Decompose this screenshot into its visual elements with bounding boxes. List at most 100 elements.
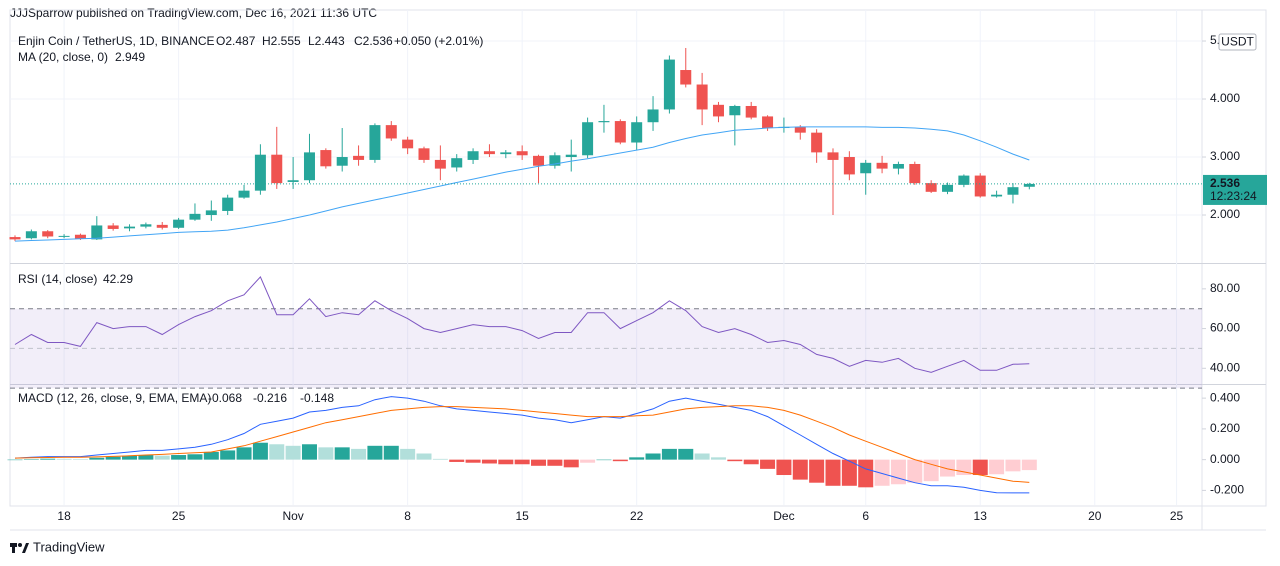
- histogram-bar: [612, 459, 628, 462]
- candle-body: [156, 224, 168, 228]
- candle-body: [140, 224, 152, 227]
- histogram-bar: [465, 459, 481, 463]
- candle-body: [336, 157, 348, 166]
- candle-body: [811, 132, 823, 153]
- y-tick-label: 2.000: [1210, 207, 1240, 221]
- candle-body: [729, 105, 741, 116]
- x-tick-label: 18: [57, 509, 71, 523]
- histogram-bar: [825, 459, 841, 486]
- histogram-bar: [252, 442, 268, 460]
- candle-body: [303, 152, 315, 181]
- y-tick-label: 60.00: [1210, 321, 1240, 335]
- currency: USDT: [1221, 35, 1254, 49]
- ohlc-value: O2.487: [216, 34, 256, 48]
- logo: [10, 543, 29, 553]
- frame: [9, 9, 1267, 507]
- histogram-bar: [514, 459, 530, 465]
- histogram-bar: [580, 459, 596, 463]
- legend-value: -0.216: [253, 391, 287, 405]
- rsi-line: [14, 275, 1030, 373]
- x-tick-label: 22: [630, 509, 644, 523]
- candle-body: [353, 155, 365, 160]
- candle-body: [647, 109, 659, 123]
- histogram-bar: [727, 459, 743, 462]
- legend-entry: MA (20, close, 0): [18, 50, 108, 64]
- histogram-bar: [710, 457, 726, 460]
- histogram-bar: [629, 457, 645, 460]
- legend-title: MACD (12, 26, close, 9, EMA, EMA): [18, 391, 211, 405]
- candle-body: [1023, 183, 1035, 187]
- histogram-bar: [547, 459, 563, 466]
- y-tick-label: 0.200: [1210, 421, 1240, 435]
- histogram-bar: [1005, 459, 1021, 472]
- histogram-bar: [171, 455, 187, 460]
- x-tick-label: Dec: [773, 509, 794, 523]
- candle-body: [843, 157, 855, 175]
- histogram-bar: [351, 448, 367, 460]
- currency-box: [1218, 33, 1257, 51]
- last-price-label: 2.536: [1210, 176, 1240, 190]
- histogram-bar: [743, 459, 759, 465]
- x-tick-label: 8: [404, 509, 411, 523]
- histogram-bar: [678, 448, 694, 460]
- x-tick-label: 13: [974, 509, 988, 523]
- candle-body: [107, 225, 119, 229]
- y-tick-label: 80.00: [1210, 281, 1240, 295]
- candle-body: [434, 159, 446, 169]
- candle-body: [745, 105, 757, 118]
- candle-body: [483, 151, 495, 155]
- histogram-bar: [236, 447, 252, 460]
- candle-body: [598, 121, 610, 123]
- candle-body: [451, 158, 463, 168]
- legend-value: 42.29: [103, 272, 133, 286]
- y-tick-label: -0.200: [1210, 483, 1244, 497]
- histogram-bar: [596, 459, 612, 461]
- candle-body: [91, 225, 103, 240]
- candle-body: [827, 152, 839, 160]
- y-tick-label: 4.000: [1210, 91, 1240, 105]
- candle-body: [74, 234, 86, 239]
- histogram-bar: [72, 459, 88, 460]
- candle-body: [1007, 187, 1019, 195]
- candle-body: [680, 70, 692, 85]
- histogram-bar: [858, 459, 874, 488]
- candle-body: [369, 125, 381, 160]
- candle-body: [320, 150, 332, 167]
- candle-body: [500, 152, 512, 155]
- publisher: JJJSparrow published on TradingView.com,…: [10, 6, 377, 20]
- histogram-bar: [760, 459, 776, 469]
- histogram-bar: [481, 459, 497, 464]
- last-price-box: [1203, 174, 1267, 205]
- histogram-bar: [285, 445, 301, 460]
- histogram-bar: [138, 455, 154, 460]
- candle-body: [909, 163, 921, 184]
- histogram-bar: [318, 447, 334, 460]
- macd-line: [14, 396, 1030, 494]
- legend-title: RSI (14, close): [18, 272, 97, 286]
- candle-body: [942, 184, 954, 192]
- candle-body: [663, 59, 675, 110]
- histogram-bar: [383, 445, 399, 460]
- candle-body: [467, 151, 479, 160]
- histogram-bar: [694, 453, 710, 460]
- histogram-bar: [89, 457, 105, 460]
- candle-body: [173, 219, 185, 228]
- candle-body: [925, 183, 937, 192]
- candle-body: [958, 175, 970, 185]
- candle-body: [58, 235, 70, 237]
- histogram-bar: [203, 451, 219, 460]
- y-tick-label: 0.000: [1210, 452, 1240, 466]
- candle-body: [991, 194, 1003, 197]
- y-tick-label: 40.00: [1210, 360, 1240, 374]
- histogram-bar: [187, 454, 203, 460]
- candle-body: [42, 231, 54, 237]
- y-tick-label: 0.400: [1210, 390, 1240, 404]
- ma-line: [14, 126, 1030, 242]
- candle-body: [25, 231, 37, 239]
- x-tick-label: Nov: [282, 509, 303, 523]
- histogram-bar: [7, 459, 23, 461]
- candle-body: [9, 237, 21, 240]
- histogram-bar: [40, 458, 56, 460]
- candle-body: [582, 122, 594, 156]
